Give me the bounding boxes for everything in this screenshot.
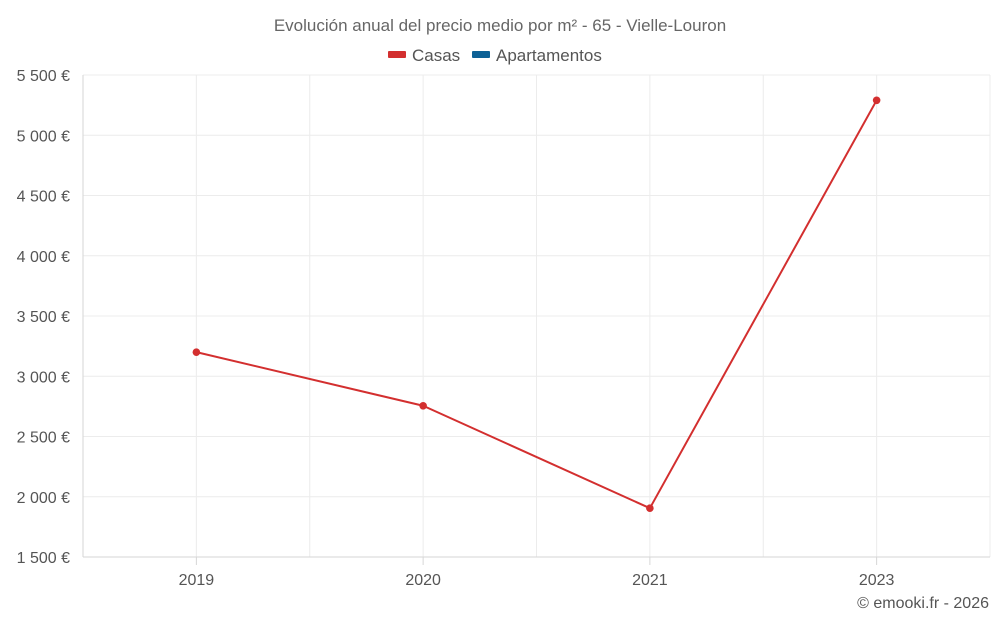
y-axis-tick-labels: 1 500 € 2 000 € 2 500 € 3 000 € 3 500 € 4 000… <box>17 68 70 567</box>
y-tick-label: 2 500 € <box>17 430 70 447</box>
x-tick-label: 2021 <box>632 572 668 589</box>
axes <box>83 556 990 565</box>
chart-legend: Casas Apartamentos <box>388 46 602 65</box>
data-point-casas[interactable] <box>419 401 427 410</box>
data-point-casas[interactable] <box>872 96 881 105</box>
series-line-casas <box>195 99 878 510</box>
copyright-credit: © emooki.fr - 2026 <box>857 595 989 612</box>
legend-swatch-casas <box>388 51 406 58</box>
y-tick-label: 5 500 € <box>17 68 70 85</box>
y-tick-label: 3 500 € <box>17 309 70 326</box>
y-tick-label: 5 000 € <box>17 128 70 145</box>
legend-label-apartamentos[interactable]: Apartamentos <box>496 46 602 65</box>
y-tick-label: 4 000 € <box>17 249 70 266</box>
legend-swatch-apartamentos <box>472 51 490 58</box>
chart-title: Evolución anual del precio medio por m² … <box>274 16 726 35</box>
data-point-casas[interactable] <box>646 504 654 512</box>
x-axis-tick-labels: 2019 2020 2021 2023 <box>179 572 895 589</box>
x-tick-label: 2020 <box>405 572 441 589</box>
y-tick-label: 2 000 € <box>17 490 70 507</box>
x-gridlines <box>82 75 991 557</box>
legend-label-casas[interactable]: Casas <box>412 46 460 65</box>
x-tick-label: 2023 <box>859 572 895 589</box>
y-tick-label: 1 500 € <box>17 550 70 567</box>
x-tick-label: 2019 <box>179 572 215 589</box>
y-tick-label: 4 500 € <box>17 189 70 206</box>
data-point-casas[interactable] <box>192 348 201 356</box>
series-group <box>192 96 881 512</box>
y-tick-label: 3 000 € <box>17 369 70 386</box>
